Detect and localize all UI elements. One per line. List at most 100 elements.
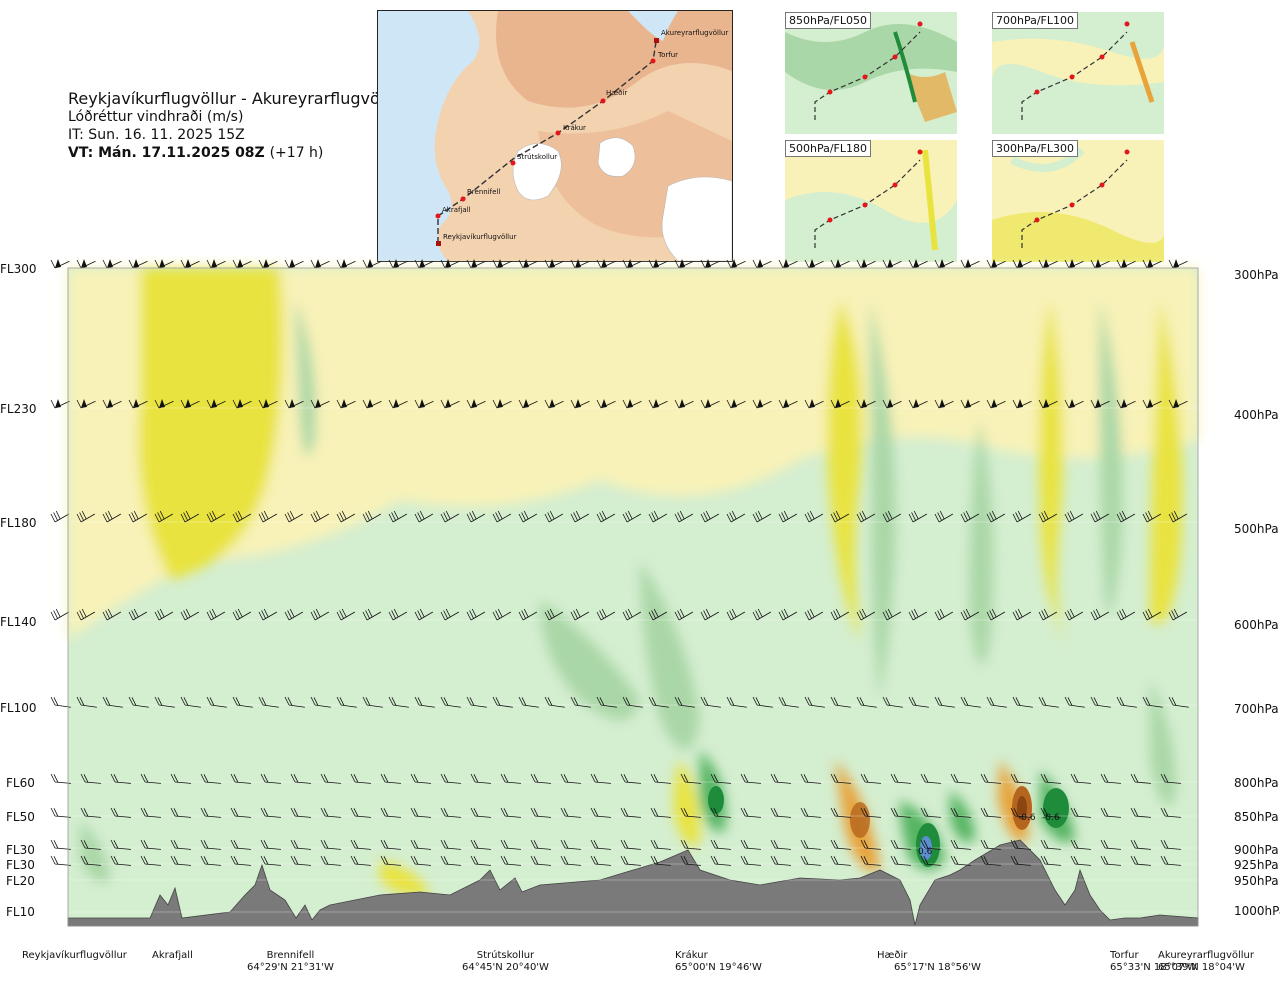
wind-barb [1100, 807, 1121, 818]
wind-barb [1012, 259, 1032, 269]
location-name: Akureyrarflugvöllur [1158, 950, 1255, 961]
wind-barb [544, 399, 564, 409]
wind-barb [180, 259, 200, 269]
wind-barb [882, 510, 902, 523]
location-brennifell: Brennifell 64°29'N 21°31'W [247, 950, 334, 974]
wind-barb [466, 696, 487, 708]
wind-barb [856, 608, 876, 621]
wind-barb [206, 696, 227, 708]
wind-barb [128, 696, 149, 708]
wind-barb [230, 807, 251, 818]
wind-barb [620, 773, 641, 784]
wind-barb [284, 608, 304, 621]
wind-barb [440, 839, 461, 850]
wind-barb [770, 855, 791, 866]
wind-barb [830, 696, 851, 708]
waypoint-reykjavik [436, 241, 441, 246]
wind-barb [986, 510, 1006, 523]
wind-barb [570, 510, 590, 523]
wind-barb [232, 696, 253, 708]
wind-barb [622, 399, 642, 409]
wind-barb [76, 696, 97, 708]
wind-barb [710, 839, 731, 850]
wind-barb [1040, 807, 1061, 818]
location-name: Krákur [675, 950, 708, 961]
wind-barb [1168, 608, 1188, 621]
wind-barb [518, 608, 538, 621]
wind-barb [1040, 839, 1061, 850]
map-fjord [628, 11, 678, 41]
mini-map-300: 300hPa/FL300 [992, 140, 1164, 262]
wind-barb [388, 696, 409, 708]
wind-barb [804, 696, 825, 708]
wind-barb [410, 855, 431, 866]
wind-barb [622, 510, 642, 523]
wind-barb [726, 399, 746, 409]
wind-barb [830, 773, 851, 784]
wind-barb [170, 839, 191, 850]
wind-barb [830, 608, 850, 621]
wind-barb [180, 696, 201, 708]
wind-barb [362, 259, 382, 269]
wind-barb [310, 608, 330, 621]
wind-barb [1116, 696, 1137, 708]
wind-barb [102, 608, 122, 621]
wind-barb [596, 696, 617, 708]
wind-barb [320, 807, 341, 818]
wind-barb [710, 855, 731, 866]
wind-barb [740, 807, 761, 818]
wind-barb [980, 807, 1001, 818]
wind-barb [530, 807, 551, 818]
wind-barb [1070, 855, 1091, 866]
wind-barb [230, 839, 251, 850]
waypoint-label-brennifell: Brennifell [467, 188, 500, 196]
mini-map-700-label: 700hPa/FL100 [992, 12, 1079, 29]
wind-barb [320, 773, 341, 784]
wind-barb [590, 839, 611, 850]
wind-barb [102, 259, 122, 269]
wind-barb [596, 510, 616, 523]
wind-barb [800, 839, 821, 850]
wind-barb [518, 259, 538, 269]
wind-barb [950, 773, 971, 784]
wind-barb [80, 807, 101, 818]
wind-barb [310, 259, 330, 269]
wind-barb [1012, 399, 1032, 409]
wind-barb [674, 608, 694, 621]
wind-barb [622, 259, 642, 269]
wind-barb [50, 399, 70, 409]
wind-barb [258, 510, 278, 523]
wind-barb [466, 399, 486, 409]
wind-barb [1116, 608, 1136, 621]
wind-barb [1070, 807, 1091, 818]
waypoint-label-akureyri: Akureyrarflugvöllur [661, 29, 728, 37]
wind-barb [1038, 696, 1059, 708]
wind-barb [800, 855, 821, 866]
wind-barb [860, 807, 881, 818]
fl-label: FL60 [6, 776, 35, 790]
map-glacier-vatnajokull [661, 176, 732, 261]
wind-barb [590, 773, 611, 784]
wind-barb [350, 855, 371, 866]
route-title: Reykjavíkurflugvöllur - Akureyrarflugvöl… [68, 89, 406, 108]
wind-barb [310, 696, 331, 708]
location-name: Reykjavíkurflugvöllur [22, 950, 127, 961]
wind-barb [1038, 259, 1058, 269]
wind-barb [1090, 259, 1110, 269]
map-sea [378, 11, 480, 261]
value-label: 0.6 [918, 847, 933, 857]
wind-barb [778, 608, 798, 621]
wind-barb [544, 608, 564, 621]
wind-barb [530, 855, 551, 866]
wind-barb [290, 855, 311, 866]
wind-barb [882, 399, 902, 409]
wind-barb [206, 510, 226, 523]
wind-barb [492, 608, 512, 621]
wind-barb [258, 608, 278, 621]
wind-barb [140, 773, 161, 784]
wind-barb [1064, 259, 1084, 269]
wind-barb [856, 696, 877, 708]
wind-barb [920, 773, 941, 784]
wind-barb [1100, 839, 1121, 850]
wind-barb [290, 807, 311, 818]
